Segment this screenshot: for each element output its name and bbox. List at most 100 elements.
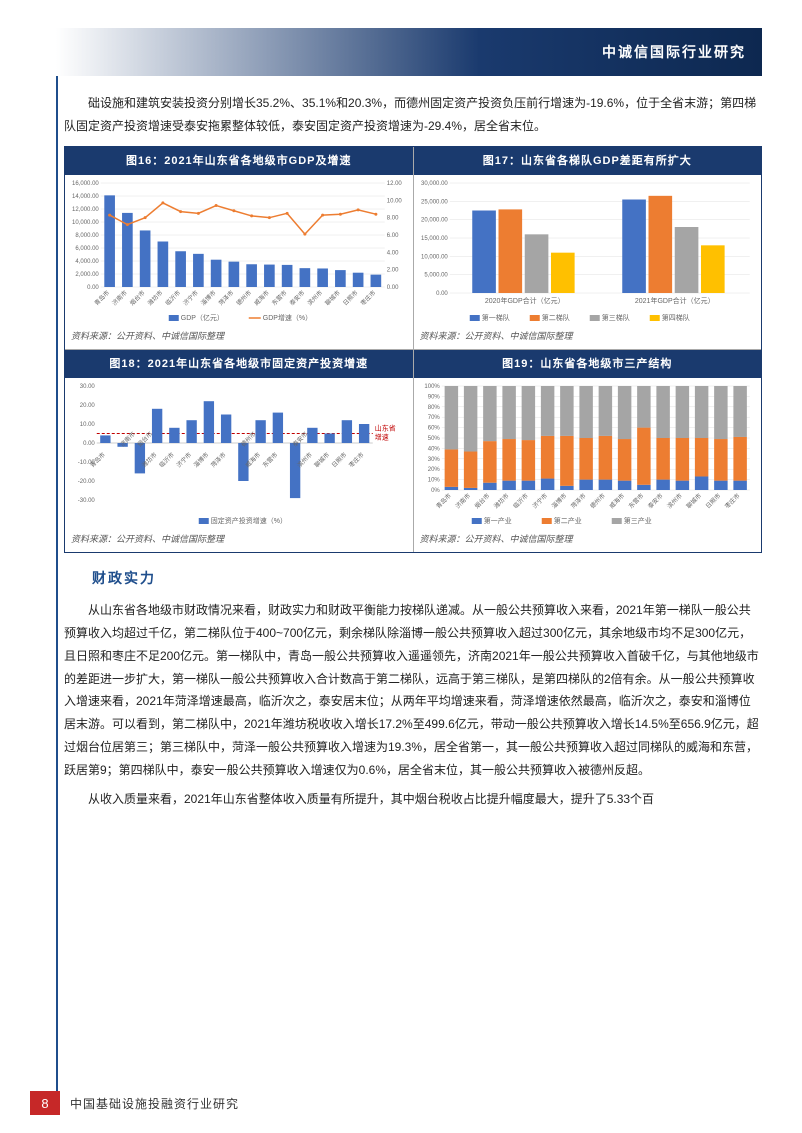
svg-text:东营市: 东营市 [626, 492, 644, 510]
svg-text:山东省: 山东省 [375, 424, 396, 433]
svg-text:GDP增速（%）: GDP增速（%） [263, 313, 312, 322]
svg-text:2,000.00: 2,000.00 [75, 272, 99, 278]
chart19-body: 0%10%20%30%40%50%60%70%80%90%100%青岛市济南市烟… [414, 378, 762, 528]
svg-text:菏泽市: 菏泽市 [569, 492, 587, 510]
svg-text:东营市: 东营市 [270, 289, 288, 307]
chart-row-1: 图16：2021年山东省各地级市GDP及增速 0.00 2,000.00 4,000… [65, 147, 761, 349]
svg-text:90%: 90% [427, 395, 440, 401]
svg-text:济宁市: 济宁市 [175, 451, 193, 469]
svg-text:50%: 50% [427, 436, 440, 442]
chart16-title: 图16：2021年山东省各地级市GDP及增速 [65, 147, 413, 176]
chart-row-2: 图18：2021年山东省各地级市固定资产投资增速 -30.00-20.00-10… [65, 349, 761, 552]
svg-text:20%: 20% [427, 468, 440, 474]
svg-text:14,000.00: 14,000.00 [72, 194, 99, 200]
section-heading: 财政实力 [92, 565, 762, 592]
svg-text:德州市: 德州市 [588, 492, 606, 510]
page-content: 础设施和建筑安装投资分别增长35.2%、35.1%和20.3%，而德州固定资产投… [64, 92, 762, 816]
svg-text:20,000.00: 20,000.00 [421, 218, 448, 224]
chart16-source: 资料来源：公开资料、中诚信国际整理 [65, 325, 413, 348]
chart17-body: 0.005,000.0010,000.0015,000.0020,000.002… [414, 175, 762, 325]
chart19-cell: 图19：山东省各地级市三产结构 0%10%20%30%40%50%60%70%8… [413, 350, 762, 552]
svg-text:30,000.00: 30,000.00 [421, 181, 448, 187]
header-title: 中诚信国际行业研究 [602, 42, 746, 62]
svg-text:8.00: 8.00 [387, 216, 399, 222]
chart17-cell: 图17：山东省各梯队GDP差距有所扩大 0.005,000.0010,000.0… [413, 147, 762, 349]
svg-text:济南市: 济南市 [110, 289, 128, 307]
footer-text: 中国基础设施投融资行业研究 [70, 1095, 239, 1112]
svg-text:青岛市: 青岛市 [93, 289, 111, 307]
svg-text:-30.00: -30.00 [78, 498, 96, 504]
svg-text:5,000.00: 5,000.00 [424, 273, 448, 279]
svg-text:临沂市: 临沂市 [164, 289, 182, 307]
svg-text:第二产业: 第二产业 [553, 516, 581, 525]
chart16-cell: 图16：2021年山东省各地级市GDP及增速 0.00 2,000.00 4,000… [65, 147, 413, 349]
svg-text:12,000.00: 12,000.00 [72, 207, 99, 213]
chart19-source: 资料来源：公开资料、中诚信国际整理 [414, 528, 762, 551]
svg-text:滨州市: 滨州市 [306, 289, 324, 307]
header-band: 中诚信国际行业研究 [56, 28, 762, 76]
svg-text:10%: 10% [427, 478, 440, 484]
svg-text:聊城市: 聊城市 [313, 451, 331, 469]
svg-text:菏泽市: 菏泽市 [209, 451, 227, 469]
svg-text:25,000.00: 25,000.00 [421, 200, 448, 206]
svg-text:60%: 60% [427, 426, 440, 432]
svg-text:4.00: 4.00 [387, 251, 399, 257]
svg-text:威海市: 威海市 [252, 289, 270, 307]
svg-text:70%: 70% [427, 416, 440, 422]
svg-text:烟台市: 烟台市 [128, 289, 146, 307]
body-paragraph-2: 从收入质量来看，2021年山东省整体收入质量有所提升，其中烟台税收占比提升幅度最… [64, 788, 762, 811]
svg-text:80%: 80% [427, 405, 440, 411]
svg-text:淄博市: 淄博市 [199, 289, 217, 307]
svg-text:泰安市: 泰安市 [646, 492, 664, 510]
svg-text:济宁市: 济宁市 [530, 492, 548, 510]
svg-text:德州市: 德州市 [235, 289, 253, 307]
chart17-source: 资料来源：公开资料、中诚信国际整理 [414, 325, 762, 348]
charts-container: 图16：2021年山东省各地级市GDP及增速 0.00 2,000.00 4,000… [64, 146, 762, 553]
svg-text:10,000.00: 10,000.00 [72, 220, 99, 226]
svg-text:10,000.00: 10,000.00 [421, 255, 448, 261]
svg-text:4,000.00: 4,000.00 [75, 259, 99, 265]
svg-text:0.00: 0.00 [87, 285, 99, 291]
chart19-title: 图19：山东省各地级市三产结构 [414, 350, 762, 379]
svg-text:2020年GDP合计（亿元）: 2020年GDP合计（亿元） [484, 296, 564, 305]
svg-text:潍坊市: 潍坊市 [492, 492, 510, 510]
svg-text:第一产业: 第一产业 [483, 516, 511, 525]
svg-text:第四梯队: 第四梯队 [661, 313, 689, 322]
svg-text:威海市: 威海市 [607, 492, 625, 510]
svg-text:淄博市: 淄博市 [192, 451, 210, 469]
svg-text:济南市: 济南市 [453, 492, 471, 510]
body-paragraph-1: 从山东省各地级市财政情况来看，财政实力和财政平衡能力按梯队递减。从一般公共预算收… [64, 599, 762, 781]
svg-text:0.00: 0.00 [83, 441, 95, 447]
svg-text:第一梯队: 第一梯队 [481, 313, 509, 322]
svg-text:潍坊市: 潍坊市 [146, 289, 164, 307]
svg-text:2.00: 2.00 [387, 268, 399, 274]
svg-text:滨州市: 滨州市 [665, 492, 683, 510]
chart18-title: 图18：2021年山东省各地级市固定资产投资增速 [65, 350, 413, 379]
svg-text:固定资产投资增速（%）: 固定资产投资增速（%） [211, 516, 287, 525]
chart17-title: 图17：山东省各梯队GDP差距有所扩大 [414, 147, 762, 176]
svg-text:10.00: 10.00 [387, 199, 403, 205]
svg-text:40%: 40% [427, 447, 440, 453]
svg-text:8,000.00: 8,000.00 [75, 233, 99, 239]
svg-text:第二梯队: 第二梯队 [541, 313, 569, 322]
svg-text:淄博市: 淄博市 [549, 492, 567, 510]
chart18-cell: 图18：2021年山东省各地级市固定资产投资增速 -30.00-20.00-10… [65, 350, 413, 552]
svg-text:15,000.00: 15,000.00 [421, 236, 448, 242]
svg-text:16,000.00: 16,000.00 [72, 181, 99, 187]
svg-text:东营市: 东营市 [261, 451, 279, 469]
svg-text:GDP（亿元）: GDP（亿元） [181, 313, 224, 322]
svg-text:临沂市: 临沂市 [157, 451, 175, 469]
svg-text:10.00: 10.00 [80, 422, 96, 428]
svg-text:日照市: 日照市 [341, 289, 359, 307]
svg-text:日照市: 日照市 [330, 451, 348, 469]
svg-text:日照市: 日照市 [703, 492, 721, 510]
svg-text:100%: 100% [424, 384, 440, 390]
svg-text:第三产业: 第三产业 [623, 516, 651, 525]
chart18-source: 资料来源：公开资料、中诚信国际整理 [65, 528, 413, 551]
svg-text:0.00: 0.00 [387, 285, 399, 291]
svg-text:第三梯队: 第三梯队 [601, 313, 629, 322]
svg-text:临沂市: 临沂市 [511, 492, 529, 510]
svg-text:菏泽市: 菏泽市 [217, 289, 235, 307]
chart16-body: 0.002,000.004,000.006,000.008,000.0010,0… [65, 175, 413, 325]
svg-text:6.00: 6.00 [387, 233, 399, 239]
